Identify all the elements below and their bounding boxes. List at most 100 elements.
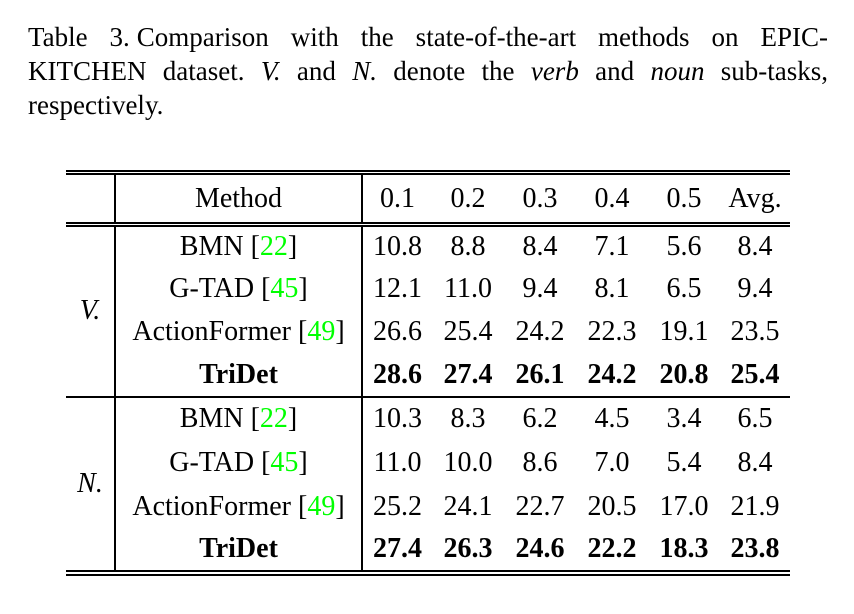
value-cell: 26.6 (373, 316, 422, 347)
caption-text: Comparison with the state-of-the-art met… (136, 22, 828, 52)
value-cell: 20.8 (659, 358, 709, 390)
value-cell: 18.3 (659, 533, 709, 564)
citation-bracket: [ (297, 490, 308, 522)
method-cell: G-TAD [45] (115, 267, 363, 311)
citation-number: 45 (270, 273, 299, 304)
value-cell: 27.4 (443, 358, 493, 390)
citation-bracket: [ (261, 273, 271, 304)
header-empty-cell (66, 172, 116, 225)
citation-number: 45 (270, 446, 299, 478)
table-row-tridet-noun: TriDet 27.4 26.3 24.6 22.2 18.3 23.8 (66, 528, 790, 573)
table-row-gtad-noun: G-TAD [45] 11.0 10.0 8.6 7.0 5.4 8.4 (66, 440, 790, 485)
caption-noun-abbrev: N. (352, 56, 377, 86)
caption-text: KITCHEN dataset. (28, 56, 261, 86)
caption-text: and (280, 56, 353, 86)
caption-text: and (578, 56, 651, 86)
section-noun-label: N. (66, 396, 116, 573)
section-noun: N. BMN [22] 10.3 8.3 6.2 4.5 3.4 6.5 G-T… (66, 396, 790, 573)
citation-number: 22 (259, 403, 288, 434)
citation-link[interactable]: [45] (261, 447, 308, 478)
value-cell: 12.1 (373, 273, 422, 304)
citation-bracket: [ (261, 446, 271, 478)
caption-text: sub-tasks, (704, 56, 828, 86)
method-cell: TriDet (115, 353, 363, 397)
value-cell: 3.4 (666, 403, 702, 434)
table-header: Method 0.1 0.2 0.3 0.4 0.5 Avg. (66, 172, 790, 225)
citation-bracket: ] (298, 446, 308, 478)
caption-text: respectively. (28, 90, 164, 120)
header-col-0.3: 0.3 (522, 182, 558, 214)
citation-number: 22 (259, 231, 288, 263)
value-cell: 26.3 (443, 533, 493, 564)
section-verb-label: V. (66, 224, 116, 397)
value-cell: 22.2 (587, 533, 637, 564)
method-name: BMN (179, 231, 244, 263)
value-cell: 24.6 (515, 533, 565, 564)
value-cell: 8.6 (522, 446, 558, 478)
citation-number: 49 (307, 490, 336, 522)
value-cell: 5.4 (666, 446, 702, 478)
value-cell: 24.2 (587, 358, 637, 390)
value-cell: 8.4 (737, 446, 773, 478)
header-col-0.5: 0.5 (666, 182, 702, 214)
value-cell: 27.4 (373, 533, 422, 564)
citation-bracket: [ (297, 316, 308, 347)
value-cell: 8.4 (737, 231, 773, 263)
value-cell: 17.0 (659, 490, 709, 522)
value-cell: 28.6 (373, 358, 422, 390)
value-cell: 7.0 (594, 446, 630, 478)
method-name: G-TAD (169, 273, 255, 304)
method-name: ActionFormer (132, 316, 291, 347)
citation-bracket: ] (298, 273, 308, 304)
header-method: Method (115, 172, 363, 225)
citation-bracket: ] (287, 403, 298, 434)
citation-link[interactable]: [22] (251, 231, 298, 262)
citation-number: 49 (307, 316, 336, 347)
citation-bracket: [ (250, 403, 260, 434)
caption-noun-word: noun (650, 56, 705, 86)
method-name: ActionFormer (132, 490, 291, 522)
value-cell: 23.5 (730, 316, 780, 347)
value-cell: 26.1 (515, 358, 565, 390)
method-name: TriDet (199, 533, 278, 564)
value-cell: 9.4 (522, 273, 558, 304)
value-cell: 10.3 (373, 403, 422, 434)
value-cell: 19.1 (659, 316, 709, 347)
citation-link[interactable]: [49] (298, 316, 345, 347)
value-cell: 20.5 (587, 490, 637, 522)
table-row-tridet-verb: TriDet 28.6 27.4 26.1 24.2 20.8 25.4 (66, 353, 790, 397)
value-cell: 6.5 (737, 403, 773, 434)
value-cell: 11.0 (444, 273, 492, 304)
caption-verb-word: verb (530, 56, 579, 86)
method-cell: BMN [22] (115, 396, 363, 441)
value-cell: 22.3 (587, 316, 637, 347)
caption-line-2: KITCHEN dataset. V. and N. denote the ve… (28, 54, 828, 88)
value-cell: 7.1 (594, 231, 630, 263)
citation-bracket: [ (250, 231, 260, 263)
method-cell: G-TAD [45] (115, 440, 363, 485)
table-row-gtad-verb: G-TAD [45] 12.1 11.0 9.4 8.1 6.5 9.4 (66, 267, 790, 311)
value-cell: 10.0 (443, 446, 493, 478)
results-table: Method 0.1 0.2 0.3 0.4 0.5 Avg. V. BMN [… (66, 170, 790, 576)
value-cell: 6.2 (522, 403, 558, 434)
value-cell: 8.4 (522, 231, 558, 263)
method-name: TriDet (199, 358, 278, 390)
table-row-bmn-noun: N. BMN [22] 10.3 8.3 6.2 4.5 3.4 6.5 (66, 396, 790, 573)
caption-line-1: Table 3. Comparison with the state-of-the… (28, 20, 828, 54)
caption-table-number: Table 3. (28, 22, 130, 52)
header-col-0.2: 0.2 (450, 182, 486, 214)
citation-bracket: ] (335, 490, 345, 522)
caption-line-3: respectively. (28, 88, 828, 122)
header-col-0.4: 0.4 (594, 182, 630, 214)
method-name: BMN (179, 403, 244, 434)
table-row-actionformer-noun: ActionFormer [49] 25.2 24.1 22.7 20.5 17… (66, 484, 790, 529)
citation-link[interactable]: [45] (261, 273, 308, 304)
citation-bracket: ] (335, 316, 345, 347)
method-cell: ActionFormer [49] (115, 484, 363, 529)
value-cell: 24.1 (443, 490, 493, 522)
citation-link[interactable]: [22] (251, 403, 298, 434)
method-cell: BMN [22] (115, 224, 363, 268)
citation-link[interactable]: [49] (298, 491, 345, 522)
value-cell: 21.9 (730, 490, 780, 522)
